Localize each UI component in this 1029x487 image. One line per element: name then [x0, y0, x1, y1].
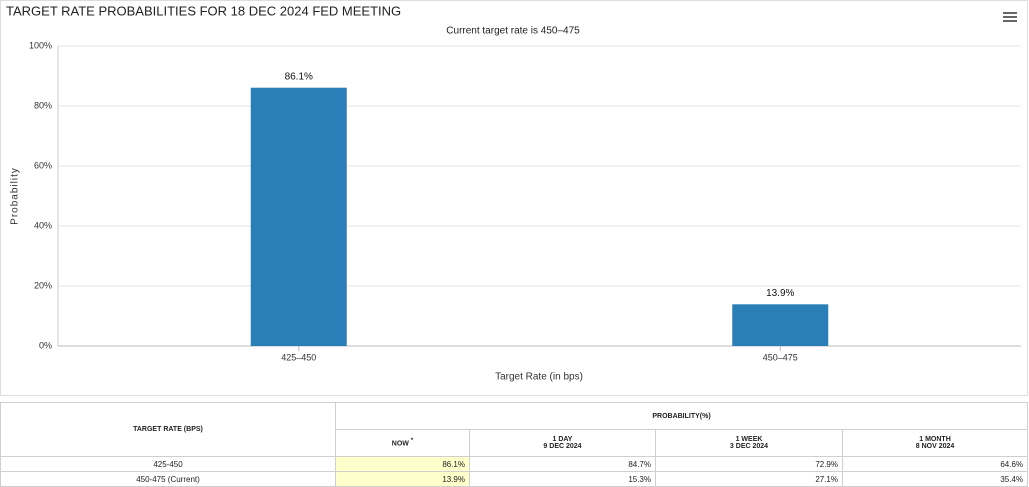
menu-bar — [1003, 12, 1017, 14]
table-cell: 72.9% — [655, 456, 843, 472]
header-label: 1 WEEK — [735, 436, 763, 443]
chart: TARGET RATE PROBABILITIES FOR 18 DEC 202… — [0, 0, 1028, 396]
header-cell: NOW * — [335, 429, 470, 457]
y-tick-label: 80% — [34, 100, 52, 110]
bar — [250, 87, 347, 346]
chart-frame — [0, 0, 1028, 396]
data-label: 86.1% — [285, 71, 313, 82]
header-cell: PROBABILITY(%) — [334, 402, 1029, 430]
header-label: NOW — [391, 440, 409, 448]
probability-table: TARGET RATE (BPS) PROBABILITY(%) NOW * 1… — [0, 402, 1029, 487]
header-date: 3 DEC 2024 — [729, 443, 769, 450]
table-cell: 64.6% — [841, 456, 1029, 472]
y-tick-label: 0% — [39, 340, 52, 350]
header-note: * — [410, 438, 414, 445]
header-label: 1 MONTH — [919, 436, 951, 443]
header-cell: TARGET RATE (BPS) — [0, 402, 336, 457]
header-cell: 1 MONTH 8 NOV 2024 — [841, 429, 1029, 457]
header-cell: 1 DAY 9 DEC 2024 — [469, 429, 656, 457]
y-tick-label: 100% — [29, 40, 52, 50]
table-cell: 27.1% — [655, 471, 843, 487]
chart-title: TARGET RATE PROBABILITIES FOR 18 DEC 202… — [6, 3, 401, 18]
x-axis-label: Target Rate (in bps) — [495, 372, 583, 383]
table-cell: 86.1% — [335, 456, 470, 472]
header-date: 8 NOV 2024 — [915, 443, 955, 450]
table-cell: 425-450 — [0, 456, 336, 472]
menu-bar — [1003, 16, 1017, 18]
header-label: 1 DAY — [552, 436, 573, 443]
chart-subtitle: Current target rate is 450–475 — [446, 26, 580, 37]
table-cell: 35.4% — [841, 471, 1029, 487]
table-cell: 450-475 (Current) — [0, 471, 336, 487]
y-tick-label: 20% — [34, 280, 52, 290]
x-tick-label: 425–450 — [281, 352, 316, 362]
header-date: 9 DEC 2024 — [543, 443, 582, 450]
table-cell: 84.7% — [469, 456, 656, 472]
y-tick-label: 40% — [34, 220, 52, 230]
menu-icon[interactable] — [1003, 12, 1017, 22]
data-label: 13.9% — [766, 288, 794, 299]
table-cell: 15.3% — [469, 471, 656, 487]
bar — [732, 304, 829, 346]
table-cell: 13.9% — [335, 471, 470, 487]
x-tick-label: 450–475 — [763, 352, 798, 362]
menu-bar — [1003, 20, 1017, 22]
y-axis-label: Probability — [10, 167, 21, 225]
y-tick-label: 60% — [34, 160, 52, 170]
header-cell: 1 WEEK 3 DEC 2024 — [655, 429, 843, 457]
